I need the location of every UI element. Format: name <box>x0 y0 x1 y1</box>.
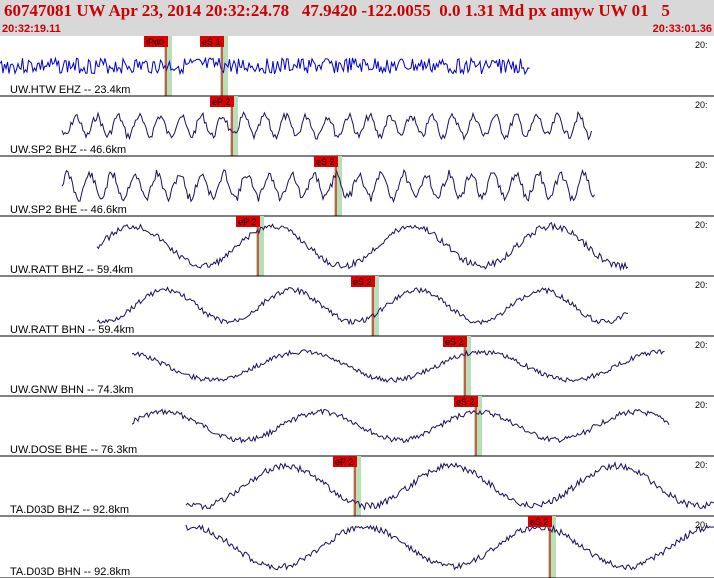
waveform-trace <box>96 221 629 272</box>
waveform-trace <box>61 111 592 142</box>
station-label: TA.D03D BHN -- 92.8km <box>10 566 130 578</box>
pick-window <box>474 396 482 456</box>
pick-label-bg <box>443 336 467 347</box>
trace-panel: eP 2 UW.SP2 BHZ -- 46.6km 20: <box>0 96 714 157</box>
trace-panel: eS 2 UW.SP2 BHE -- 46.6km 20: <box>0 156 714 217</box>
pick-label: eS 1 <box>202 37 221 47</box>
waveform-trace <box>131 349 665 383</box>
trace-panel: iPd0 eS 1 UW.HTW EHZ -- 23.4km 20: <box>0 36 714 97</box>
station-label: UW.DOSE BHE -- 76.3km <box>10 444 137 456</box>
trace-panel: eS 2 UW.GNW BHN -- 74.3km 20: <box>0 336 714 397</box>
event-title: 60747081 UW Apr 23, 2014 20:32:24.78 47.… <box>4 1 670 20</box>
pick-label-bg <box>210 96 234 107</box>
pick-label-bg <box>200 36 224 47</box>
pick-label-bg <box>236 216 260 227</box>
pick-label: eS 2 <box>530 517 549 527</box>
trace-panel: eS 2 UW.RATT BHN -- 59.4km 20: <box>0 276 714 337</box>
tick-label: 20: <box>695 520 708 530</box>
station-label: UW.SP2 BHE -- 46.6km <box>10 204 127 216</box>
pick-label: eS 2 <box>353 277 372 287</box>
tick-label: 20: <box>695 100 708 110</box>
pick-label-bg <box>351 276 375 287</box>
pick-label: eP 2 <box>238 217 256 227</box>
seismogram-plot: iPd0 eS 1 UW.HTW EHZ -- 23.4km 20: eP 2 UW.SP… <box>0 36 714 578</box>
trace-panel: eP 2 UW.RATT BHZ -- 59.4km 20: <box>0 216 714 277</box>
trace-panel: eS 2 UW.DOSE BHE -- 76.3km 20: <box>0 396 714 457</box>
pick-label: eP 2 <box>335 457 353 467</box>
station-label: UW.RATT BHN -- 59.4km <box>10 324 134 336</box>
pick-window <box>548 516 556 578</box>
pick-window <box>334 156 342 216</box>
waveform-trace <box>131 408 670 444</box>
waveform-trace <box>185 461 714 511</box>
pick-window <box>256 216 264 276</box>
pick-window <box>353 456 361 516</box>
end-time: 20:33:01.36 <box>652 23 712 35</box>
pick-label-bg <box>144 36 168 47</box>
tick-label: 20: <box>695 220 708 230</box>
waveform-trace <box>185 523 714 571</box>
pick-window <box>230 96 238 156</box>
tick-label: 20: <box>695 280 708 290</box>
station-label: UW.RATT BHZ -- 59.4km <box>10 264 133 276</box>
pick-label: eS 2 <box>456 397 475 407</box>
station-label: UW.HTW EHZ -- 23.4km <box>10 84 130 96</box>
pick-label-bg <box>454 396 478 407</box>
event-header: 60747081 UW Apr 23, 2014 20:32:24.78 47.… <box>0 0 714 36</box>
pick-label-bg <box>333 456 357 467</box>
pick-label: eP 2 <box>212 97 230 107</box>
tick-label: 20: <box>695 40 708 50</box>
pick-label-bg <box>314 156 338 167</box>
waveform-trace <box>0 56 530 76</box>
trace-panel: eP 2 TA.D03D BHZ -- 92.8km 20: <box>0 456 714 517</box>
tick-label: 20: <box>695 160 708 170</box>
pick-window <box>220 36 228 96</box>
station-label: UW.SP2 BHZ -- 46.6km <box>10 144 126 156</box>
pick-label: eS 2 <box>445 337 464 347</box>
start-time: 20:32:19.11 <box>2 23 61 35</box>
station-label: UW.GNW BHN -- 74.3km <box>10 384 133 396</box>
pick-label: iPd0 <box>146 37 164 47</box>
station-label: TA.D03D BHZ -- 92.8km <box>10 504 129 516</box>
pick-label-bg <box>528 516 552 527</box>
waveform-trace <box>61 168 595 204</box>
tick-label: 20: <box>695 400 708 410</box>
pick-window <box>463 336 471 396</box>
tick-label: 20: <box>695 460 708 470</box>
waveform-trace <box>96 286 629 326</box>
trace-panel: eS 2 TA.D03D BHN -- 92.8km 20: <box>0 516 714 578</box>
pick-window <box>371 276 379 336</box>
pick-label: eS 2 <box>316 157 335 167</box>
tick-label: 20: <box>695 340 708 350</box>
